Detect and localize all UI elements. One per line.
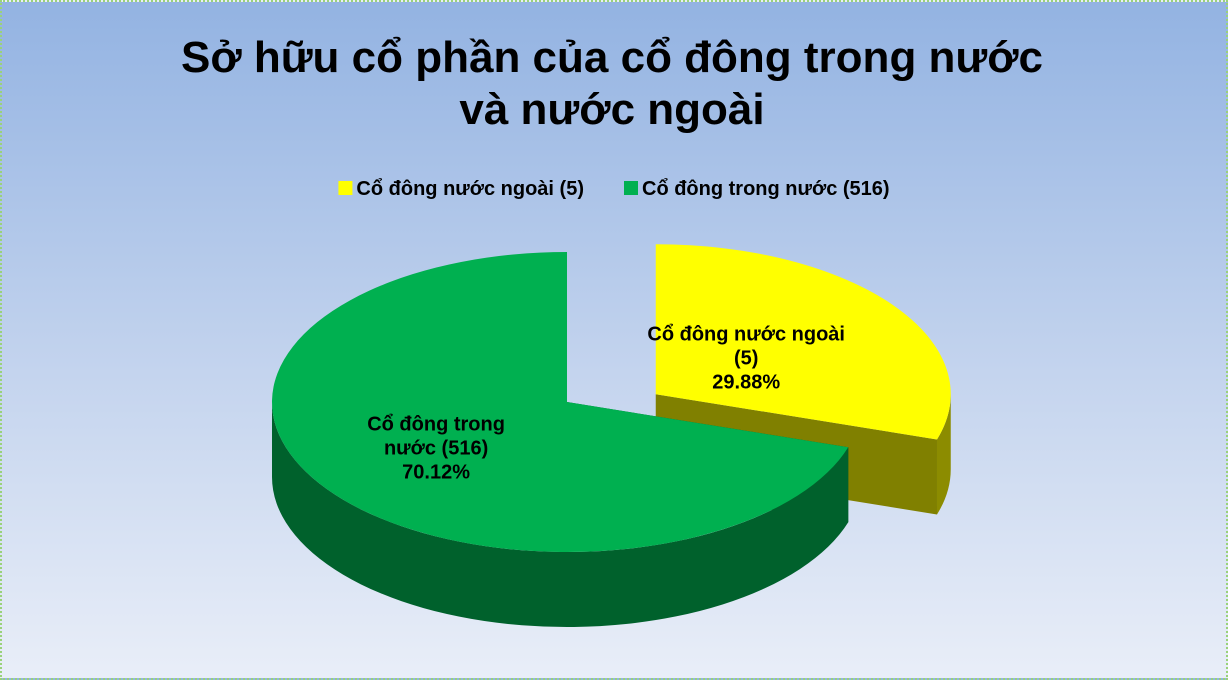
data-label-name: Cổ đông nước ngoài (5) — [647, 324, 845, 370]
slice-side — [936, 394, 951, 515]
data-label: Cổ đông nước ngoài (5)29.88% — [647, 324, 845, 394]
legend-swatch — [338, 181, 353, 195]
slice — [272, 252, 849, 553]
slice — [655, 244, 951, 440]
data-label-line: Cổ đông nước ngoài — [647, 324, 845, 346]
data-label-line: nước (516) — [384, 438, 488, 460]
data-label: Cổ đông trong nước (516)70.12% — [367, 414, 505, 484]
data-label-name: Cổ đông trong nước (516) — [367, 414, 505, 460]
legend-swatch — [624, 181, 638, 195]
legend-label: Cổ đông nước ngoài (5) — [356, 178, 584, 200]
data-label-value: 29.88% — [712, 372, 780, 394]
chart-title: Sở hữu cổ phần của cổ đông trong nước và… — [180, 33, 1044, 134]
legend: Cổ đông nước ngoài (5) Cổ đông trong nước… — [338, 178, 890, 200]
data-label-line: (5) — [734, 348, 758, 370]
slice-side — [272, 402, 849, 628]
legend-label: Cổ đông trong nước (516) — [642, 178, 890, 200]
data-label-value: 70.12% — [402, 462, 470, 484]
data-label-line: Cổ đông trong — [367, 414, 505, 436]
